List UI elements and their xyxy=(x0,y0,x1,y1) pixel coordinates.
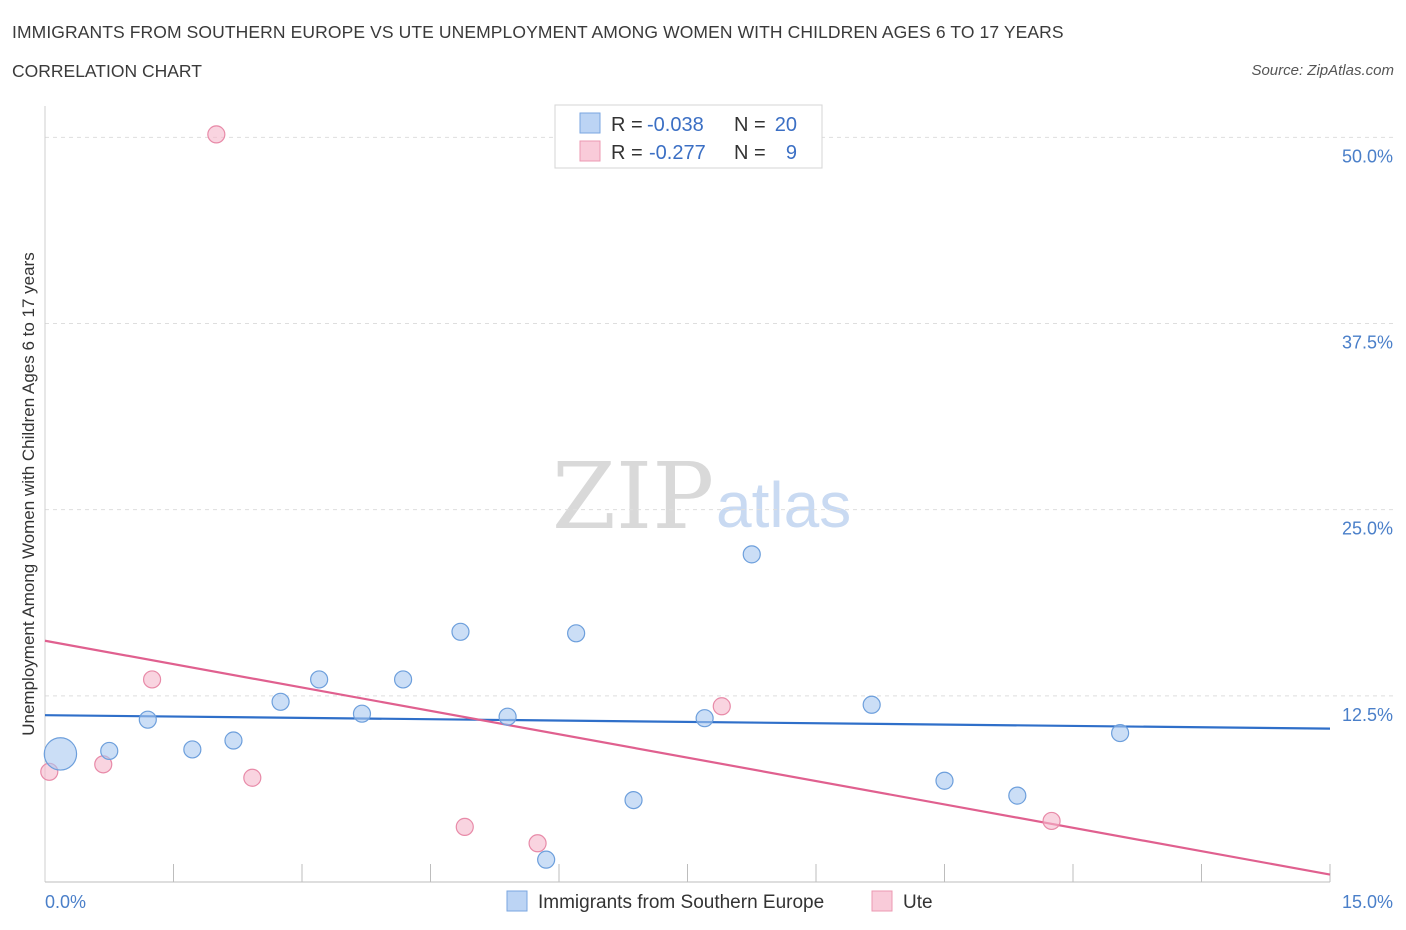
trend-lines xyxy=(44,639,1331,876)
y-tick-labels: 12.5% 25.0% 37.5% 50.0% xyxy=(1342,146,1393,724)
gridlines xyxy=(45,136,1393,697)
data-point-series-1 xyxy=(271,692,290,711)
data-point-series-1 xyxy=(567,624,586,643)
data-point-series-2 xyxy=(712,697,731,716)
legend-n-value-1: 20 xyxy=(775,114,797,136)
y-tick-label: 50.0% xyxy=(1342,146,1393,166)
data-point-series-2 xyxy=(1042,811,1061,831)
data-point-series-1 xyxy=(183,740,202,759)
data-point-series-1 xyxy=(310,670,329,689)
legend-r-label-1: R = xyxy=(611,114,643,136)
data-point-series-1 xyxy=(138,710,157,729)
x-tick-label-max: 15.0% xyxy=(1342,892,1393,912)
trend-line-series-2 xyxy=(44,639,1331,876)
watermark-zip: ZIP xyxy=(552,443,714,550)
legend-n-label-2: N = xyxy=(734,142,766,164)
y-axis-label: Unemployment Among Women with Children A… xyxy=(19,252,38,736)
data-point-series-1 xyxy=(537,850,556,869)
data-point-series-1 xyxy=(1008,786,1027,805)
data-points xyxy=(40,125,1130,869)
legend-r-label-2: R = xyxy=(611,142,643,164)
data-point-series-2 xyxy=(243,768,262,787)
data-point-series-2 xyxy=(455,817,474,836)
data-point-series-1 xyxy=(862,695,881,714)
correlation-legend: R = -0.038 N = 20 R = -0.277 N = 9 xyxy=(554,104,823,169)
x-tick-label-min: 0.0% xyxy=(45,892,86,912)
legend-r-value-1: -0.038 xyxy=(647,114,704,136)
x-tick-labels: 0.0% 15.0% xyxy=(45,892,1393,912)
data-point-series-2 xyxy=(142,670,162,689)
data-point-series-1 xyxy=(1111,723,1130,743)
chart-subtitle: CORRELATION CHART xyxy=(12,61,202,81)
data-point-series-2 xyxy=(207,125,226,144)
y-tick-label: 25.0% xyxy=(1342,519,1393,539)
legend-swatch-series-2 xyxy=(579,140,601,162)
legend-n-value-2: 9 xyxy=(786,142,797,164)
legend-swatch-series-1 xyxy=(579,112,601,134)
series-legend-swatch-1 xyxy=(506,890,528,912)
legend-r-value-2: -0.277 xyxy=(649,142,706,164)
data-point-series-1 xyxy=(498,707,517,726)
data-point-series-1 xyxy=(624,790,643,810)
data-point-series-1 xyxy=(742,545,761,564)
data-point-series-2 xyxy=(528,834,547,853)
series-legend-swatch-2 xyxy=(871,890,893,912)
series-legend: Immigrants from Southern Europe Ute xyxy=(506,890,933,913)
data-point-series-1 xyxy=(100,741,119,761)
chart-title: IMMIGRANTS FROM SOUTHERN EUROPE VS UTE U… xyxy=(12,22,1064,42)
y-tick-label: 37.5% xyxy=(1342,333,1393,353)
series-legend-label-1: Immigrants from Southern Europe xyxy=(538,892,824,913)
data-point-series-1 xyxy=(352,704,372,723)
legend-n-label-1: N = xyxy=(734,114,766,136)
trend-line-series-1 xyxy=(44,714,1331,730)
series-legend-label-2: Ute xyxy=(903,892,933,913)
watermark-atlas: atlas xyxy=(716,469,851,541)
data-point-series-1 xyxy=(393,670,413,689)
data-point-series-1 xyxy=(43,737,78,771)
y-tick-label: 12.5% xyxy=(1342,705,1393,725)
data-point-series-1 xyxy=(695,709,714,728)
data-point-series-1 xyxy=(935,771,954,790)
data-point-series-1 xyxy=(451,622,470,641)
data-point-series-1 xyxy=(224,731,243,750)
source-credit: Source: ZipAtlas.com xyxy=(1251,62,1394,79)
